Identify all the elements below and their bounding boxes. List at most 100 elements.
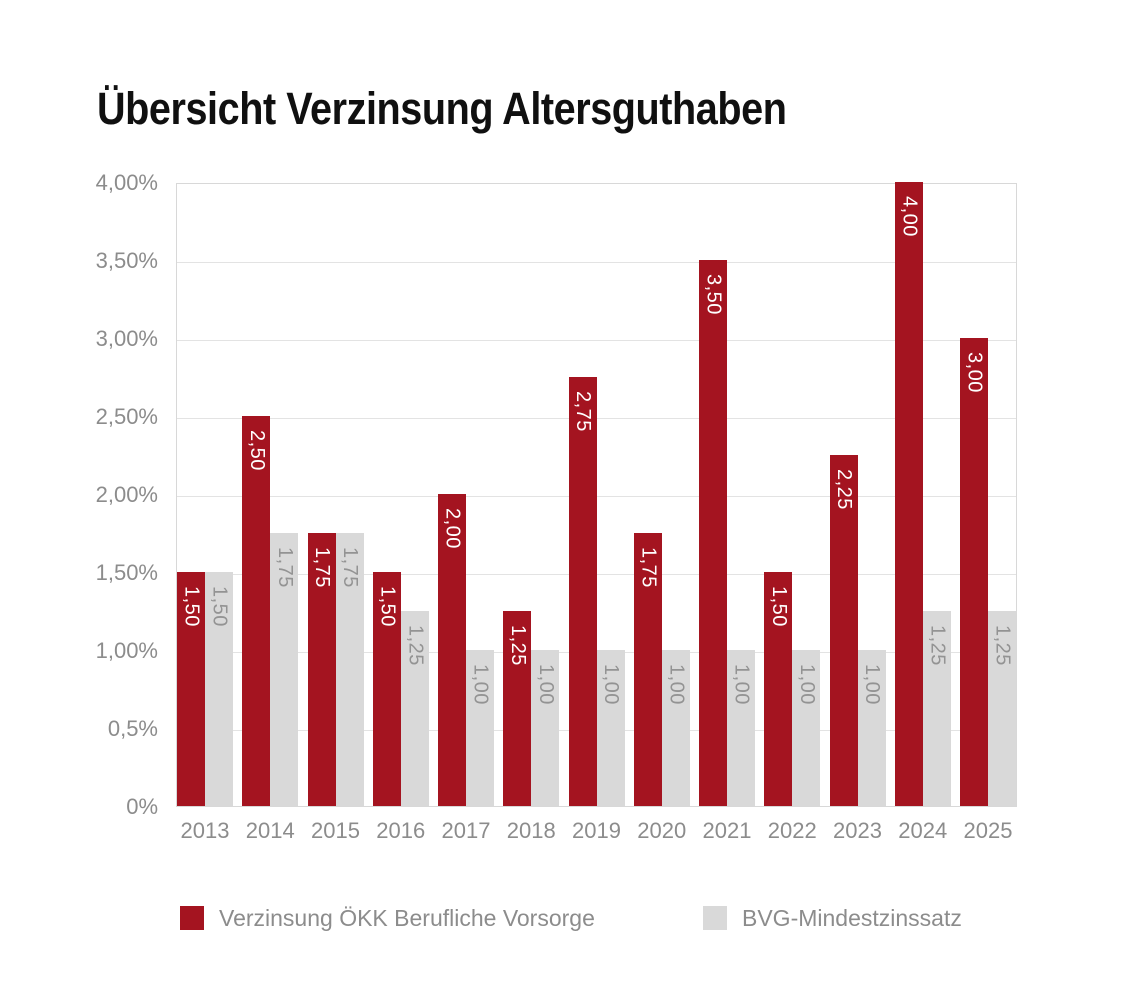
x-axis-label-2024: 2024: [898, 818, 948, 843]
bar-bvg-2016: 1,25: [400, 611, 429, 806]
legend-label-oekk: Verzinsung ÖKK Berufliche Vorsorge: [219, 904, 595, 931]
bar-value-label: 2,25: [833, 469, 855, 510]
bar-value-label: 1,00: [861, 664, 883, 705]
bar-bvg-2015: 1,75: [335, 533, 364, 806]
bars: 1,50 1,50 2013 2,50 1,75 2014 1,75 1,75 2015 1,50…: [177, 182, 1016, 843]
x-axis-label-2016: 2016: [376, 818, 426, 843]
bar-bvg-2013: 1,50: [205, 572, 233, 806]
y-axis-labels: 4,00% 3,50% 3,00% 2,50% 2,00% 1,50% 1,00% 0,5% 0…: [0, 0, 158, 1001]
y-axis-label: 3,50%: [95, 248, 158, 273]
bar-value-label: 2,50: [245, 430, 268, 471]
bar-oekk-2015: 1,75: [307, 533, 336, 806]
bar-group-2025: 3,00 1,25 2025: [960, 184, 1016, 843]
bar-value-label: 2,75: [572, 391, 594, 432]
bar-bvg-2014: 1,75: [270, 533, 299, 806]
bar-value-label: 1,50: [180, 586, 203, 627]
x-axis-label-2013: 2013: [180, 818, 230, 843]
bar-value-label: 1,75: [339, 547, 361, 588]
bar-oekk-2017: 2,00: [438, 494, 466, 806]
bar-bvg-2023: 1,00: [857, 650, 886, 806]
bar-group-2015: 1,75 1,75 2015: [307, 184, 364, 843]
bar-value-label: 1,00: [665, 664, 688, 705]
bar-value-label: 1,25: [506, 625, 529, 666]
y-axis-label: 0%: [126, 794, 158, 819]
y-axis-label: 4,00%: [95, 170, 158, 195]
x-axis-label-2018: 2018: [506, 818, 556, 843]
bar-oekk-2019: 2,75: [568, 377, 597, 806]
bar-value-label: 1,50: [208, 586, 231, 627]
bar-oekk-2022: 1,50: [764, 572, 793, 806]
page-title: Übersicht Verzinsung Altersguthaben: [97, 83, 787, 135]
bar-value-label: 4,00: [898, 196, 921, 237]
bar-value-label: 1,00: [534, 664, 557, 705]
bar-value-label: 1,50: [767, 586, 790, 627]
bar-bvg-2020: 1,00: [661, 650, 690, 806]
bar-oekk-2013: 1,50: [177, 572, 205, 806]
bar-group-2018: 1,25 1,00 2018: [503, 184, 560, 843]
y-axis-label: 2,00%: [95, 482, 158, 507]
bar-value-label: 1,75: [637, 547, 660, 588]
bar-group-2013: 1,50 1,50 2013: [177, 184, 233, 843]
y-axis-label: 1,00%: [95, 638, 158, 663]
legend-label-bvg: BVG-Mindestzinssatz: [742, 904, 962, 931]
bar-group-2019: 2,75 1,00 2019: [568, 184, 625, 843]
bar-bvg-2021: 1,00: [727, 650, 755, 806]
legend-swatch-oekk-icon: [180, 906, 204, 930]
bar-group-2016: 1,50 1,25 2016: [372, 184, 429, 843]
plot-area: 1,50 1,50 2013 2,50 1,75 2014 1,75 1,75 2015 1,50…: [176, 182, 1017, 843]
bar-group-2014: 2,50 1,75 2014: [242, 184, 299, 843]
x-axis-label-2020: 2020: [637, 818, 687, 843]
bar-value-label: 1,00: [469, 664, 492, 705]
bar-value-label: 1,00: [730, 664, 753, 705]
x-axis-label-2023: 2023: [833, 818, 882, 843]
bar-oekk-2024: 4,00: [894, 182, 923, 806]
gridline: [177, 262, 1016, 263]
legend-item-bvg: BVG-Mindestzinssatz: [703, 905, 962, 931]
bar-bvg-2022: 1,00: [792, 650, 821, 806]
x-axis-label-2022: 2022: [767, 818, 817, 843]
bar-group-2020: 1,75 1,00 2020: [633, 184, 690, 843]
bar-bvg-2025: 1,25: [988, 611, 1016, 806]
bar-oekk-2018: 1,25: [503, 611, 532, 806]
bar-bvg-2024: 1,25: [922, 611, 951, 806]
bar-oekk-2023: 2,25: [829, 455, 858, 806]
bar-group-2021: 3,50 1,00 2021: [699, 184, 755, 843]
bar-group-2024: 4,00 1,25 2024: [894, 182, 951, 843]
bar-oekk-2016: 1,50: [372, 572, 401, 806]
gridline: [177, 574, 1016, 575]
x-axis-label-2017: 2017: [441, 818, 491, 843]
legend-swatch-bvg-icon: [703, 906, 727, 930]
gridline: [177, 496, 1016, 497]
y-axis-label: 2,50%: [95, 404, 158, 429]
x-axis-label-2025: 2025: [963, 818, 1013, 843]
bar-value-label: 1,25: [926, 625, 949, 666]
y-axis-label: 3,00%: [95, 326, 158, 351]
bar-value-label: 1,25: [991, 625, 1014, 666]
bar-bvg-2018: 1,00: [531, 650, 560, 806]
bar-group-2022: 1,50 1,00 2022: [764, 184, 821, 843]
x-axis-label-2015: 2015: [311, 818, 360, 843]
legend-item-oekk: Verzinsung ÖKK Berufliche Vorsorge: [180, 905, 595, 931]
gridline: [177, 418, 1016, 419]
bar-oekk-2025: 3,00: [960, 338, 988, 806]
bar-value-label: 1,25: [404, 625, 427, 666]
bar-value-label: 1,50: [376, 586, 399, 627]
x-axis-label-2019: 2019: [572, 818, 621, 843]
x-axis-label-2014: 2014: [245, 818, 295, 843]
bar-value-label: 1,00: [795, 664, 818, 705]
bar-oekk-2014: 2,50: [242, 416, 271, 806]
bar-oekk-2021: 3,50: [699, 260, 727, 806]
bar-group-2023: 2,25 1,00 2023: [829, 184, 886, 843]
bar-value-label: 2,00: [441, 508, 464, 549]
bar-value-label: 1,75: [273, 547, 296, 588]
bar-value-label: 1,00: [600, 664, 622, 705]
x-axis-label-2021: 2021: [702, 818, 752, 843]
y-axis-label: 0,5%: [107, 716, 158, 741]
bar-value-label: 1,75: [311, 547, 333, 588]
bar-bvg-2019: 1,00: [596, 650, 625, 806]
bar-group-2017: 2,00 1,00 2017: [438, 184, 494, 843]
bar-value-label: 3,50: [702, 274, 725, 315]
bar-oekk-2020: 1,75: [633, 533, 662, 806]
gridline: [177, 340, 1016, 341]
